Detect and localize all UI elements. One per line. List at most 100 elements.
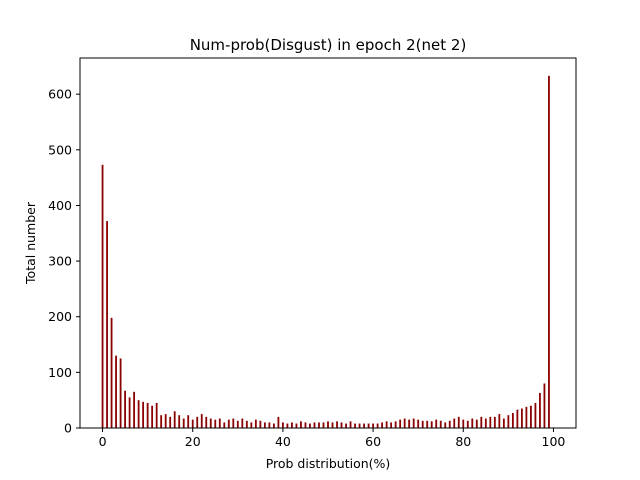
bar xyxy=(444,422,447,428)
bar xyxy=(480,416,483,428)
bars-group xyxy=(101,75,550,429)
bar xyxy=(160,415,163,428)
bar xyxy=(376,423,379,428)
bar xyxy=(394,421,397,428)
bar xyxy=(511,412,514,428)
bar xyxy=(300,421,302,428)
bar xyxy=(146,402,149,428)
bar xyxy=(435,419,438,428)
bar xyxy=(254,419,257,428)
y-tick-label: 400 xyxy=(48,198,72,213)
x-tick-label: 60 xyxy=(365,434,381,449)
bar xyxy=(363,423,365,428)
bar xyxy=(119,358,122,428)
bar xyxy=(502,418,505,428)
bar xyxy=(439,420,442,428)
bar xyxy=(286,423,289,428)
bar xyxy=(245,420,248,428)
y-tick-label: 100 xyxy=(48,365,72,380)
y-tick-label: 300 xyxy=(48,254,72,269)
bar xyxy=(241,418,244,428)
bar xyxy=(385,421,388,428)
bar xyxy=(304,422,307,428)
bar xyxy=(412,418,415,428)
bar xyxy=(466,420,469,428)
bar xyxy=(408,419,411,428)
bar xyxy=(327,421,329,428)
bar xyxy=(101,164,104,428)
x-axis-label: Prob distribution(%) xyxy=(266,456,391,471)
bar xyxy=(318,422,320,428)
bar xyxy=(164,414,167,428)
bar xyxy=(209,418,212,428)
bar xyxy=(498,414,501,428)
bar xyxy=(169,416,172,428)
bar xyxy=(381,422,384,428)
bar xyxy=(214,419,217,428)
x-tick-label: 0 xyxy=(99,434,107,449)
bar xyxy=(133,391,136,428)
bar xyxy=(471,418,474,428)
bar xyxy=(548,75,550,429)
bar xyxy=(227,419,230,428)
bar xyxy=(178,415,181,428)
plot-frame xyxy=(79,57,577,429)
bar xyxy=(489,416,492,428)
y-tick-label: 200 xyxy=(48,309,72,324)
y-tick-label: 0 xyxy=(64,421,72,436)
axes-frame xyxy=(79,57,577,429)
bar xyxy=(295,423,298,428)
x-tick-label: 100 xyxy=(542,434,566,449)
bar xyxy=(196,416,199,428)
bar xyxy=(484,418,487,428)
y-tick-label: 600 xyxy=(48,87,72,102)
bar xyxy=(520,408,523,428)
bar xyxy=(525,406,528,428)
bar xyxy=(430,421,433,428)
y-tick-label: 500 xyxy=(48,142,72,157)
bar xyxy=(142,401,145,428)
bar xyxy=(453,418,456,428)
y-axis-label: Total number xyxy=(23,201,38,285)
bar xyxy=(155,402,158,428)
bar xyxy=(403,418,406,428)
bar xyxy=(205,416,208,428)
bar xyxy=(128,397,131,428)
bar xyxy=(110,317,113,428)
bar xyxy=(448,420,451,428)
bar xyxy=(543,383,546,428)
bar xyxy=(115,355,117,428)
bar xyxy=(173,411,176,428)
bar xyxy=(399,419,402,428)
bar xyxy=(313,422,316,428)
bar xyxy=(349,421,352,428)
bar xyxy=(493,416,496,428)
bar xyxy=(390,422,393,428)
bar xyxy=(250,422,253,428)
bar xyxy=(263,422,266,428)
x-tick-label: 20 xyxy=(185,434,201,449)
bar xyxy=(421,420,424,428)
bar xyxy=(462,419,465,428)
chart-title: Num-prob(Disgust) in epoch 2(net 2) xyxy=(190,36,467,54)
bar xyxy=(539,392,541,428)
bar xyxy=(475,419,478,428)
bar xyxy=(106,221,108,428)
bar xyxy=(259,420,262,428)
bar xyxy=(372,423,374,428)
bar xyxy=(200,414,203,428)
x-tick-label: 80 xyxy=(455,434,471,449)
bar xyxy=(187,415,190,428)
x-axis-ticks: 0 20 40 60 80 100 xyxy=(99,428,566,449)
bar xyxy=(358,423,361,428)
bar xyxy=(426,420,429,428)
bar xyxy=(336,421,338,428)
bar xyxy=(417,419,420,428)
bar xyxy=(218,418,221,428)
y-axis-ticks: 0 100 200 300 400 500 600 xyxy=(48,87,80,436)
bar xyxy=(236,420,239,428)
bar xyxy=(282,422,284,428)
bar xyxy=(534,402,537,428)
bar xyxy=(182,418,185,428)
